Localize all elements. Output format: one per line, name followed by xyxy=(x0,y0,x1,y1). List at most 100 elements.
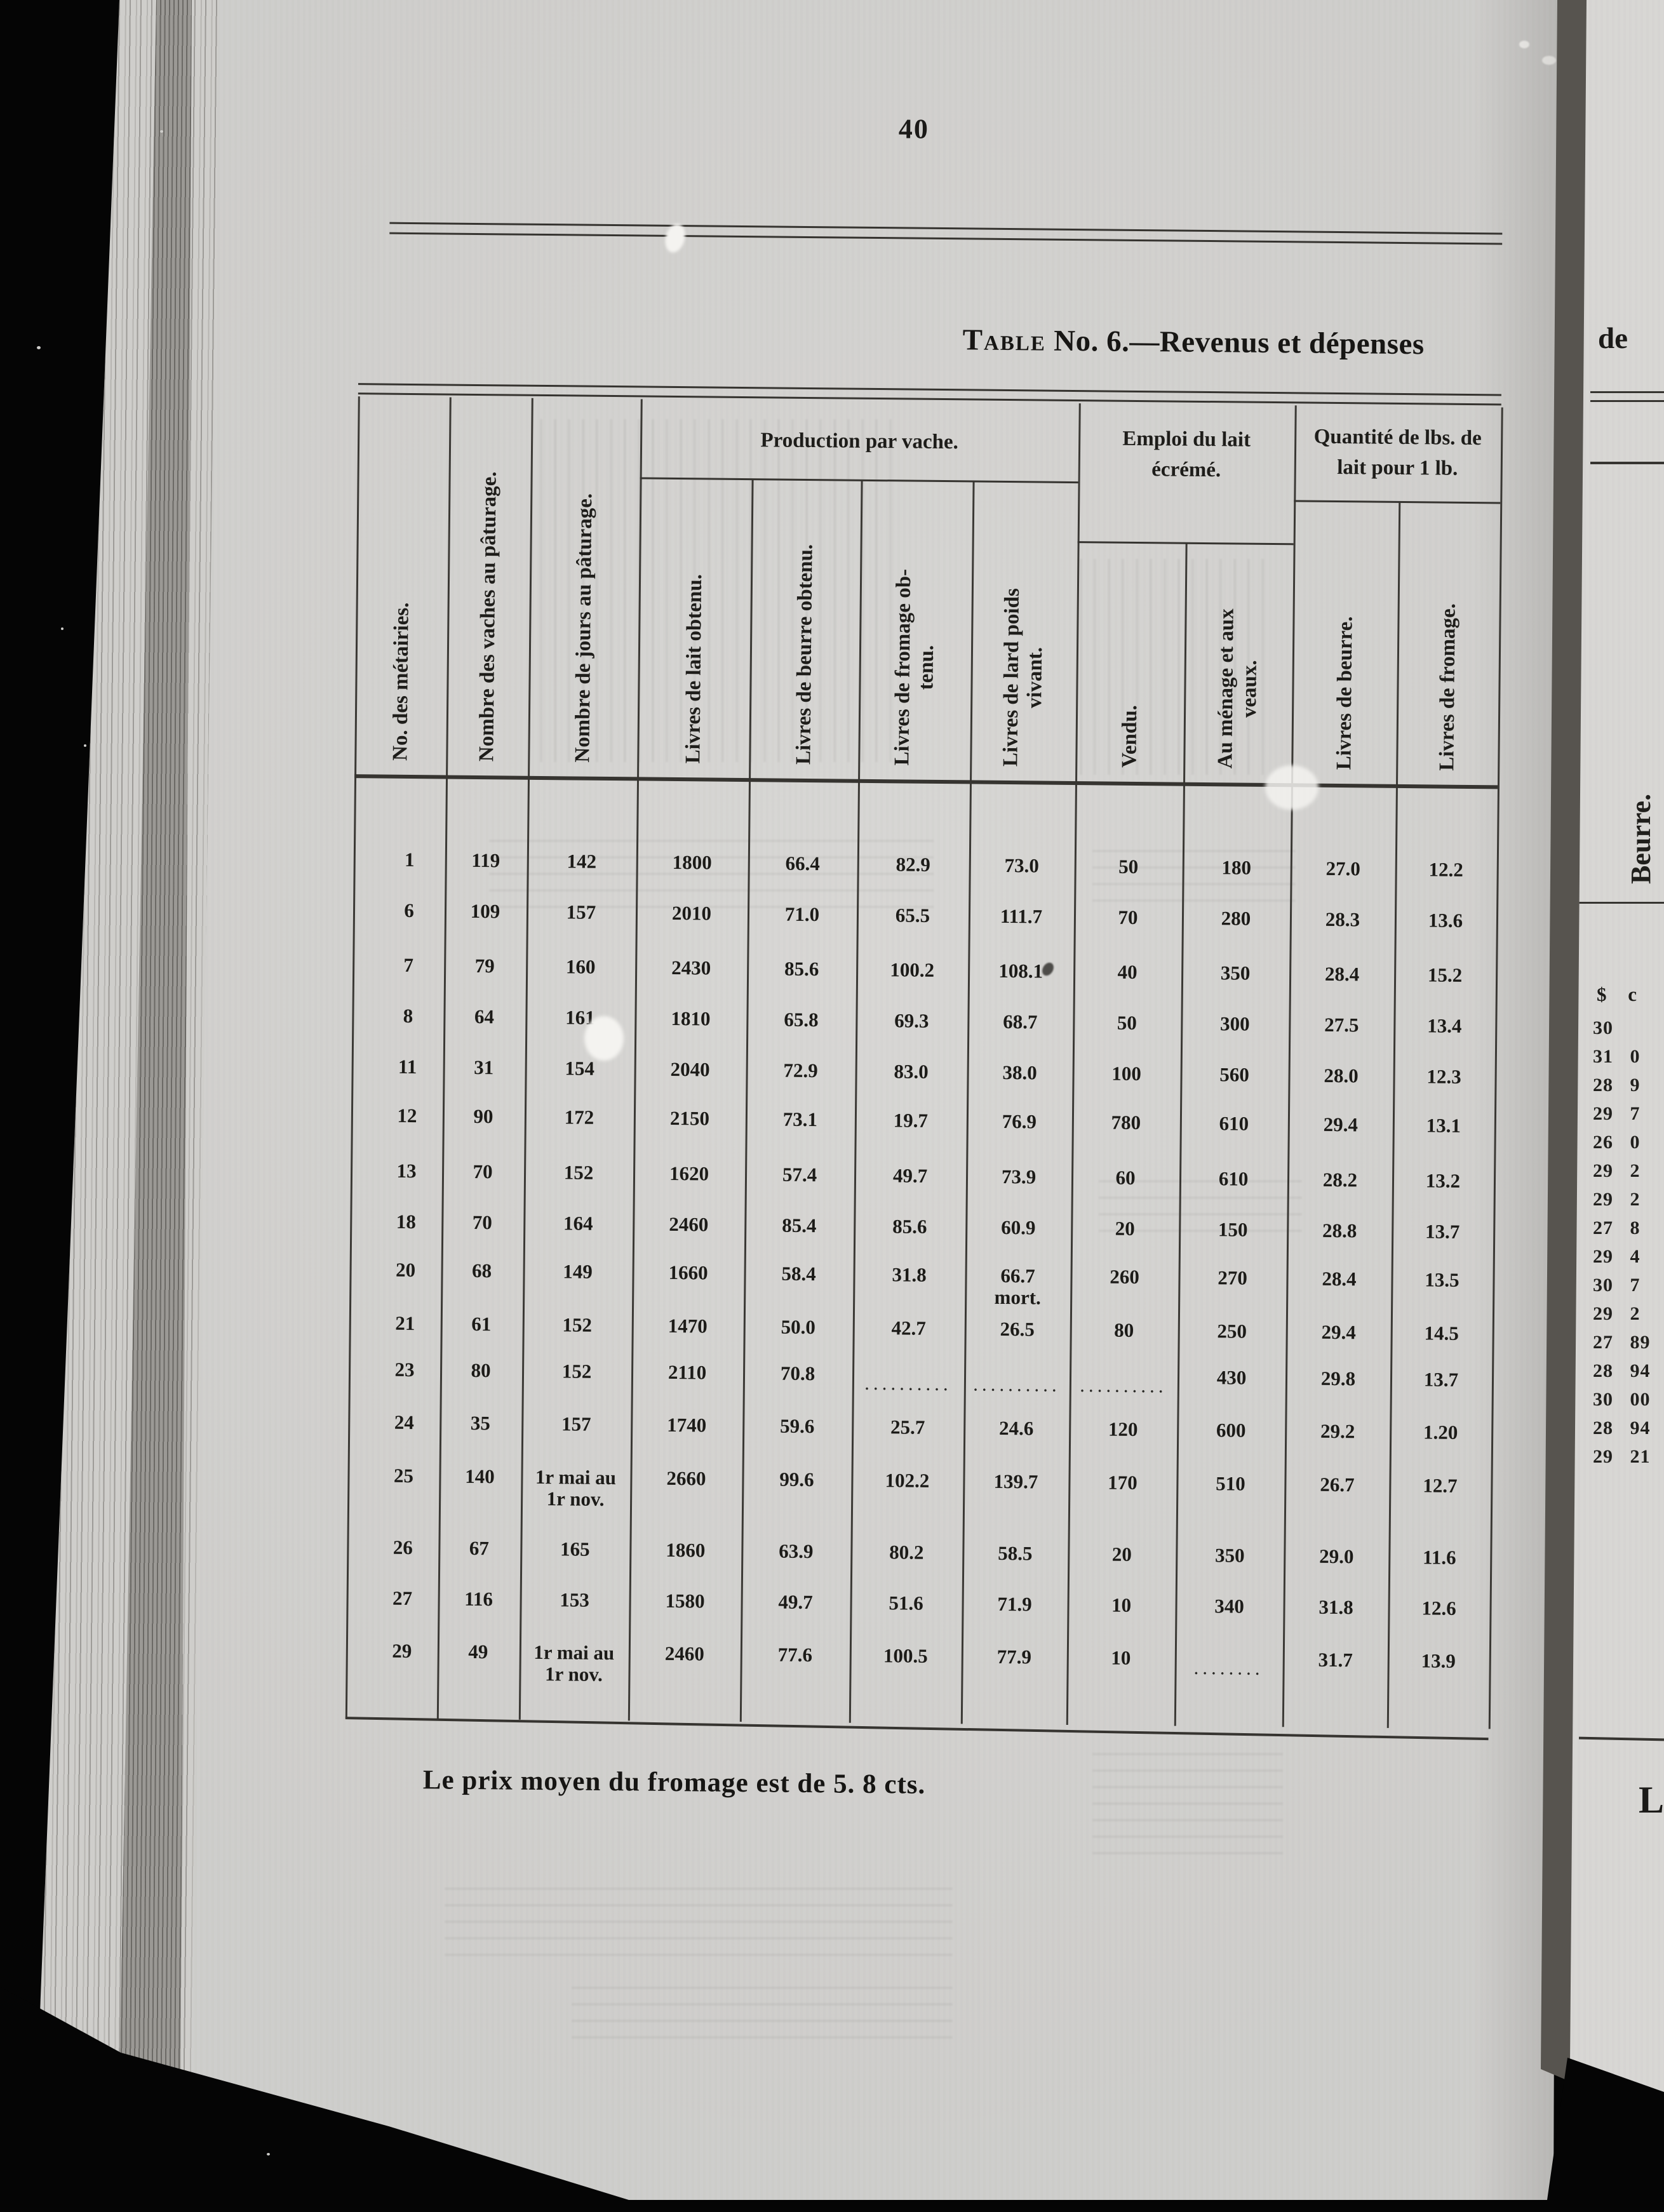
table-cell: 10 xyxy=(1111,1646,1131,1669)
table-cell: 2110 xyxy=(668,1360,707,1384)
table-cell: 1740 xyxy=(667,1413,707,1437)
table-column-header: Nombre des vaches au pâturage. xyxy=(474,471,501,762)
table-column-header: Livres de fromage. xyxy=(1435,603,1460,771)
right-page-title-fragment: de xyxy=(1598,322,1628,355)
table-cell: 1580 xyxy=(665,1589,705,1612)
table-cell: 49.7 xyxy=(892,1164,928,1187)
table-cell: 280 xyxy=(1221,907,1251,930)
right-page-rule xyxy=(1590,391,1664,393)
right-page-value: 31 0 xyxy=(1593,1046,1641,1067)
right-page-paragraph-fragment: L xyxy=(1639,1779,1664,1821)
table-column-divider xyxy=(849,480,863,1723)
right-page-value: 29 2 xyxy=(1593,1160,1641,1181)
table-cell: 600 xyxy=(1216,1419,1246,1442)
paper-flaw xyxy=(1519,41,1529,48)
table-column-header: Au ménage et aux veaux. xyxy=(1214,608,1261,769)
table-cell: 72.9 xyxy=(783,1059,818,1082)
table-cell: 59.6 xyxy=(779,1414,815,1438)
table-cell: 250 xyxy=(1217,1320,1247,1343)
table-cell: 164 xyxy=(563,1212,593,1235)
right-page-value: 29 2 xyxy=(1593,1189,1641,1210)
header-double-rule xyxy=(389,222,1503,235)
table-cell: 100.2 xyxy=(890,958,935,981)
table-cell: 300 xyxy=(1219,1012,1250,1035)
paper-flaw xyxy=(584,1016,624,1061)
table-cell: 350 xyxy=(1220,962,1251,984)
right-page-value: 29 2 xyxy=(1593,1303,1641,1324)
table-cell: 50 xyxy=(1118,855,1139,878)
table-cell: ........ xyxy=(1193,1656,1264,1679)
table-cell: 71.9 xyxy=(997,1592,1032,1616)
right-page-value: 30 xyxy=(1593,1017,1613,1038)
table-cell: .......... xyxy=(1079,1374,1167,1397)
cheese-price-footnote: Le prix moyen du fromage est de 5. 8 cts… xyxy=(422,1765,926,1800)
page-title: Table No. 6.—Revenus et dépenses xyxy=(962,323,1424,361)
table-cell: 19.7 xyxy=(893,1109,929,1132)
table-group-header: Emploi du lait écrémé. xyxy=(1122,427,1251,482)
dust-speck xyxy=(37,346,41,349)
right-page-value: 26 0 xyxy=(1593,1132,1641,1153)
table-cell: 154 xyxy=(565,1057,595,1080)
table-cell: 165 xyxy=(560,1538,590,1560)
right-page-value: 27 8 xyxy=(1593,1217,1641,1238)
table-cell: 430 xyxy=(1216,1366,1247,1389)
table-cell: 1800 xyxy=(672,850,712,874)
table-cell: 120 xyxy=(1108,1418,1138,1441)
table-cell: 77.9 xyxy=(996,1645,1032,1668)
table-cell: 160 xyxy=(565,955,596,978)
dust-speck xyxy=(768,2192,772,2195)
table-column-header: Livres de lard poids vivant. xyxy=(999,588,1047,767)
table-cell: 150 xyxy=(1218,1218,1248,1241)
table-cell: 2150 xyxy=(669,1106,710,1130)
table-cell: 66.4 xyxy=(785,852,821,875)
table-cell: 780 xyxy=(1111,1111,1141,1134)
table-cell: 76.9 xyxy=(1002,1109,1037,1133)
right-page-value: 30 00 xyxy=(1593,1389,1651,1410)
table-bottom-rule xyxy=(345,1717,1489,1741)
table-cell: 157 xyxy=(561,1412,591,1435)
table-column-header: Livres de beurre obtenu. xyxy=(791,544,817,765)
table-cell: 180 xyxy=(1221,856,1252,879)
title-rest: No. 6.—Revenus et dépenses xyxy=(1045,324,1425,361)
table-cell: 50 xyxy=(1117,1011,1137,1034)
table-cell: 73.9 xyxy=(1001,1165,1037,1188)
table-cell: 2430 xyxy=(671,956,711,979)
table-cell: 85.4 xyxy=(782,1214,817,1237)
dust-speck xyxy=(84,744,86,747)
table-cell: 152 xyxy=(561,1360,592,1383)
table-cell: 68.7 xyxy=(1003,1010,1038,1033)
paper-flaw xyxy=(1265,765,1318,810)
table-cell: 40 xyxy=(1117,960,1137,983)
revenue-expense-table: Production par vache. Emploi du lait écré… xyxy=(345,380,1503,1769)
table-cell: 102.2 xyxy=(885,1469,930,1492)
table-column-header: No. des métairies. xyxy=(388,602,413,761)
table-cell: 340 xyxy=(1214,1595,1245,1618)
right-page-value: 28 94 xyxy=(1593,1360,1651,1381)
table-cell: 82.9 xyxy=(896,853,931,876)
table-cell: 85.6 xyxy=(892,1215,927,1238)
table-cell: 31.8 xyxy=(892,1263,927,1286)
table-cell: 610 xyxy=(1218,1167,1249,1190)
table-cell: 1470 xyxy=(668,1314,708,1337)
table-column-header: Livres de beurre. xyxy=(1332,616,1357,770)
table-column-divider xyxy=(739,479,754,1722)
dust-speck xyxy=(61,627,64,630)
table-cell: 70 xyxy=(1118,906,1138,928)
table-cell: 111.7 xyxy=(1000,904,1043,928)
table-cell: 51.6 xyxy=(889,1592,923,1614)
page-number: 40 xyxy=(898,113,930,145)
table-cell: .......... xyxy=(864,1371,952,1395)
table-cell: 73.1 xyxy=(782,1108,818,1131)
right-page-value: 27 89 xyxy=(1593,1332,1651,1353)
table-cell: 58.5 xyxy=(998,1541,1033,1565)
table-cell: 20 xyxy=(1115,1217,1135,1240)
table-cell: 108.1 xyxy=(998,959,1043,982)
table-column-header: Vendu. xyxy=(1117,704,1141,768)
table-rule xyxy=(1294,500,1501,504)
table-cell: 2460 xyxy=(669,1212,709,1236)
table-cell: 100.5 xyxy=(883,1644,928,1667)
table-cell: 1810 xyxy=(671,1007,711,1030)
table-cell: 2660 xyxy=(666,1466,706,1490)
table-cell: 24.6 xyxy=(998,1416,1034,1440)
